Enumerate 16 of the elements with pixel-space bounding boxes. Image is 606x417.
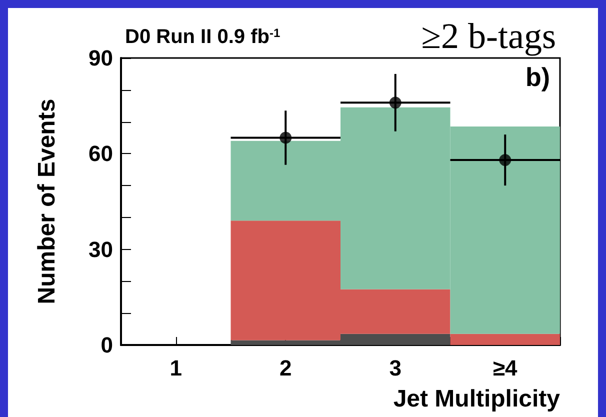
bar xyxy=(450,334,560,345)
point xyxy=(499,154,512,166)
y-tick-label: 0 xyxy=(100,332,113,358)
x-tick-label: 1 xyxy=(170,356,182,380)
point xyxy=(280,132,292,144)
x-tick-label: 2 xyxy=(280,356,292,380)
x-tick-label: 3 xyxy=(389,356,402,380)
y-axis-title: Number of Events xyxy=(34,98,60,304)
y-tick-label: 90 xyxy=(88,46,113,70)
text: ≥2 b-tags xyxy=(421,16,556,56)
x-axis-title: Jet Multiplicity xyxy=(393,386,561,412)
x-tick-label: ≥4 xyxy=(492,356,518,380)
point xyxy=(389,96,402,109)
annotation: b) xyxy=(525,62,550,92)
y-tick-label: 60 xyxy=(88,141,113,166)
y-tick-label: 30 xyxy=(88,236,113,262)
